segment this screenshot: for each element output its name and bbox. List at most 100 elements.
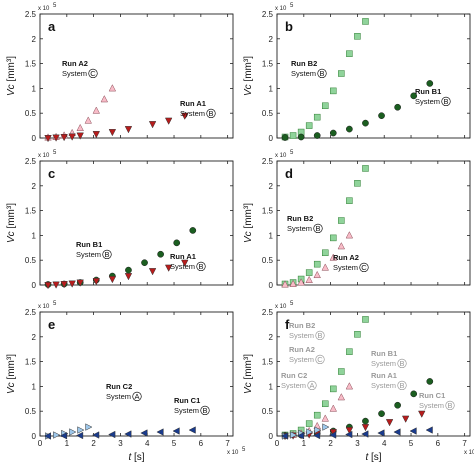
- y-tick-label: 2: [32, 333, 37, 342]
- y-tick-label: 0: [269, 432, 274, 441]
- point-B2: [313, 260, 321, 268]
- annotation-run: Run A1: [170, 252, 196, 261]
- x-tick-label: 7: [225, 439, 230, 448]
- annotation-system: System: [180, 109, 205, 118]
- point-A1: [60, 134, 68, 142]
- point-A1: [418, 410, 426, 418]
- y-multiplier-exponent: 5: [53, 301, 57, 307]
- point-A1: [361, 424, 370, 432]
- system-circle: [315, 354, 325, 365]
- y-multiplier-exponent: 5: [290, 150, 294, 156]
- point-B2: [313, 411, 321, 419]
- y-tick-label: 0.5: [25, 109, 37, 118]
- point-C1: [280, 432, 288, 440]
- y-multiplier-exponent: 5: [53, 3, 57, 9]
- point-C2: [306, 428, 314, 436]
- panel-e: 00.511.522.50 1 2 3 4 5 6 7x 10 5x 10 5t [s]Vc [m…: [6, 301, 246, 463]
- y-tick-label: 2: [269, 182, 274, 191]
- system-circle: [441, 96, 451, 107]
- annotation-run: Run A1: [371, 371, 397, 380]
- system-circle: [200, 405, 210, 416]
- point-A1: [164, 264, 173, 272]
- point-B1: [394, 103, 401, 111]
- panel-label: a: [48, 19, 56, 34]
- system-letter: C: [317, 355, 323, 364]
- point-B2: [346, 348, 353, 355]
- point-B1: [189, 227, 197, 234]
- system-letter: B: [104, 250, 109, 259]
- annotation-run: Run A2: [62, 59, 88, 68]
- panel-label: b: [285, 19, 293, 34]
- annotation-run: Run C1: [419, 391, 445, 400]
- point-C1: [312, 431, 321, 440]
- annotation-system: System: [371, 359, 396, 368]
- point-A1: [60, 281, 68, 289]
- point-B1: [362, 119, 369, 127]
- point-C2: [53, 431, 61, 439]
- point-B1: [378, 410, 385, 418]
- system-letter: B: [447, 401, 452, 410]
- y-tick-label: 0.5: [262, 109, 274, 118]
- point-A1: [44, 135, 52, 143]
- point-A2: [289, 279, 297, 287]
- system-letter: B: [315, 224, 320, 233]
- annotation-system: System: [174, 406, 199, 415]
- annotation-run: Run B2: [287, 214, 313, 223]
- point-B2: [338, 368, 345, 375]
- point-B2: [322, 102, 329, 110]
- series-A2: [281, 231, 354, 288]
- annotation-run: Run B2: [289, 321, 315, 330]
- point-A2: [345, 382, 354, 390]
- point-A1: [181, 259, 189, 267]
- y-tick-label: 0: [269, 281, 274, 290]
- series-C1: [280, 426, 433, 440]
- series-A1: [44, 259, 189, 290]
- point-C1: [345, 430, 353, 439]
- y-tick-label: 2: [269, 333, 274, 342]
- y-multiplier: x 10: [275, 304, 287, 310]
- point-C1: [188, 426, 196, 434]
- point-B1: [410, 390, 418, 398]
- point-B2: [362, 165, 369, 172]
- x-tick-label: 4: [382, 439, 387, 448]
- point-C1: [43, 432, 51, 440]
- x-tick-label: 5: [409, 439, 414, 448]
- y-tick-label: 2.5: [25, 157, 37, 166]
- point-A2: [345, 231, 354, 239]
- point-B1: [346, 125, 353, 133]
- point-B2: [346, 197, 353, 204]
- point-A1: [108, 276, 117, 284]
- y-tick-label: 0.5: [262, 256, 274, 265]
- point-C1: [361, 430, 369, 438]
- point-B2: [322, 400, 329, 408]
- point-A2: [329, 404, 338, 412]
- x-tick-label: 1: [302, 439, 307, 448]
- x-tick-label: 4: [145, 439, 150, 448]
- point-A1: [124, 273, 133, 281]
- annotation-run: Run C2: [106, 382, 132, 391]
- x-multiplier: x 10: [464, 450, 474, 456]
- point-A1: [164, 117, 173, 125]
- panel-label: d: [285, 166, 293, 181]
- y-tick-label: 0: [269, 134, 274, 143]
- x-tick-label: 1: [65, 439, 70, 448]
- series-B2: [281, 18, 369, 141]
- point-C1: [108, 430, 116, 439]
- point-C1: [296, 432, 305, 440]
- y-tick-label: 1: [269, 382, 274, 391]
- y-axis-label: Vc [mm³]: [243, 354, 254, 394]
- point-A2: [281, 280, 289, 288]
- y-tick-label: 1.5: [262, 358, 274, 367]
- annotation-run: Run A1: [180, 99, 206, 108]
- y-tick-label: 1: [269, 84, 274, 93]
- point-B2: [305, 122, 313, 129]
- y-tick-label: 2.5: [25, 308, 37, 317]
- axes-frame: [276, 160, 471, 286]
- system-letter: C: [361, 263, 367, 272]
- point-B2: [305, 420, 313, 427]
- y-axis-label: Vc [mm³]: [6, 56, 17, 96]
- point-B1: [281, 134, 289, 141]
